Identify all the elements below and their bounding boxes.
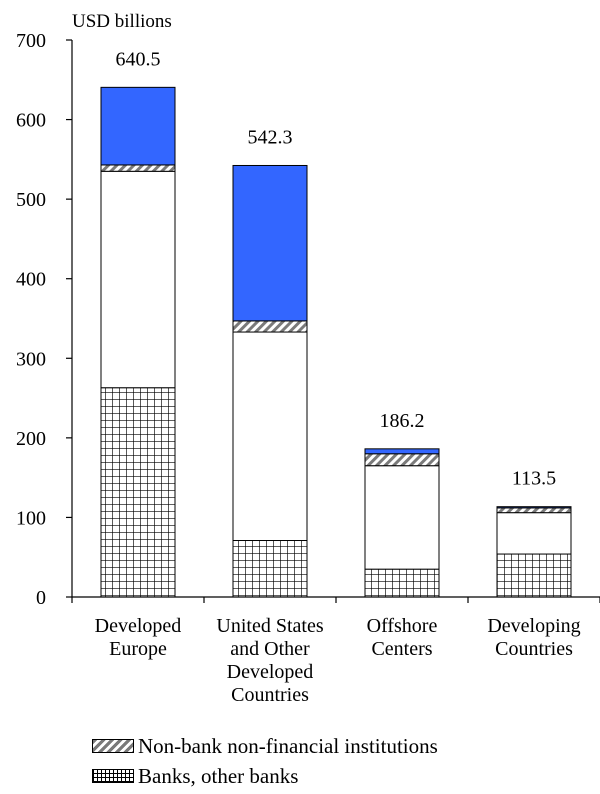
bar-segment-4-2 — [496, 512, 572, 555]
bar-segment-2-2 — [232, 331, 308, 542]
unit-label: USD billions — [72, 11, 172, 32]
y-tick-label: 700 — [16, 30, 46, 52]
bar-segment-2-4 — [232, 164, 308, 322]
x-category-label: United States and Other Developed Countries — [216, 615, 323, 706]
legend-label: Banks, other banks — [138, 763, 299, 788]
bar-segment-3-4 — [364, 448, 440, 455]
y-tick-label: 200 — [16, 428, 46, 450]
bar-total-label: 113.5 — [512, 468, 556, 490]
bar-segment-2-3 — [232, 320, 308, 333]
y-tick-label: 500 — [16, 189, 46, 211]
legend-swatch — [92, 769, 134, 783]
bar-total-label: 186.2 — [380, 410, 425, 432]
y-tick-label: 100 — [16, 507, 46, 529]
bar-segment-3-2 — [364, 465, 440, 570]
bar-segment-2-1 — [232, 540, 308, 598]
bar-segment-1-2 — [100, 170, 176, 389]
x-category-label: Offshore Centers — [367, 615, 438, 660]
legend-entry: Non-bank non-financial institutions — [92, 733, 592, 759]
legend-label: Non-bank non-financial institutions — [138, 733, 438, 758]
y-tick-label: 400 — [16, 269, 46, 291]
y-tick-label: 0 — [36, 587, 46, 609]
bar-total-label: 542.3 — [248, 126, 293, 148]
bar-segment-1-3 — [100, 164, 176, 172]
x-category-label: Developed Europe — [95, 615, 182, 660]
legend-swatch — [92, 739, 134, 753]
bar-segment-3-3 — [364, 453, 440, 467]
stacked-bar-chart: USD billions 640.5 Developed Europe 542.3 Un… — [16, 11, 600, 706]
bar-segment-4-3 — [496, 507, 572, 514]
x-category-label: Developing Countries — [487, 615, 580, 660]
bar-total-label: 640.5 — [116, 48, 161, 70]
bar-segment-4-4 — [496, 506, 572, 509]
y-tick-label: 600 — [16, 110, 46, 132]
bar-segment-1-1 — [100, 387, 176, 598]
legend-entry: Banks, other banks — [92, 763, 592, 789]
y-tick-label: 300 — [16, 348, 46, 370]
bar-segment-3-1 — [364, 568, 440, 598]
bar-segment-4-1 — [496, 553, 572, 598]
bar-segment-1-4 — [100, 86, 176, 166]
